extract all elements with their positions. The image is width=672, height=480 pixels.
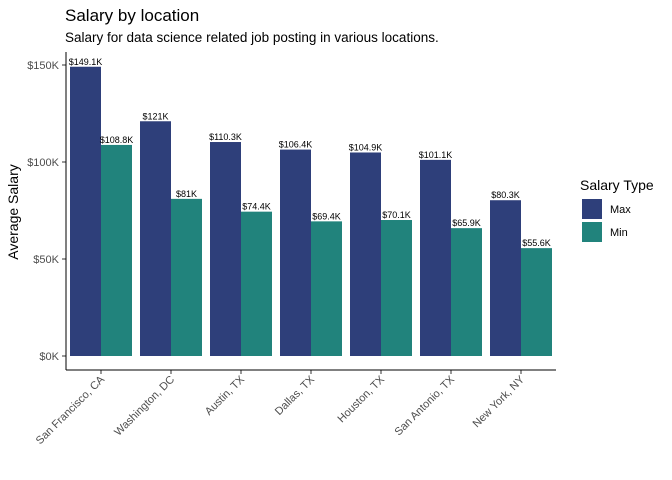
data-label-min-5: $65.9K	[452, 218, 481, 228]
y-axis-title: Average Salary	[5, 164, 21, 259]
bar-min-0	[101, 144, 132, 356]
data-labels-layer: $149.1K $108.8K $121K $81K $110.3K $74.4K $106…	[69, 57, 551, 248]
x-tick-label-4: Houston, TX	[336, 373, 388, 425]
bar-min-4	[381, 220, 412, 356]
bars-layer	[70, 66, 552, 356]
y-tick-label-0: $0K	[39, 351, 59, 363]
data-label-min-4: $70.1K	[382, 210, 411, 220]
y-tick-label-2: $100K	[27, 157, 59, 169]
bar-min-5	[451, 228, 482, 356]
x-tick-label-6: New York, NY	[471, 373, 528, 430]
y-tick-label-1: $50K	[33, 254, 59, 266]
legend-label-max: Max	[610, 204, 631, 216]
data-label-max-1: $121K	[142, 111, 168, 121]
x-tick-label-2: Austin, TX	[203, 373, 248, 418]
data-label-min-3: $69.4K	[312, 211, 341, 221]
data-label-max-2: $110.3K	[209, 132, 242, 142]
bar-max-5	[420, 159, 451, 356]
bar-min-6	[521, 248, 552, 356]
x-axis: San Francisco, CA Washington, DC Austin, T…	[34, 369, 556, 447]
x-tick-label-3: Dallas, TX	[273, 373, 318, 418]
bar-max-4	[350, 152, 381, 356]
data-label-min-1: $81K	[176, 189, 197, 199]
data-label-max-5: $101.1K	[419, 150, 453, 160]
bar-max-3	[280, 149, 311, 356]
plot-area: $149.1K $108.8K $121K $81K $110.3K $74.4K $106…	[27, 52, 556, 447]
legend-key-min	[582, 222, 602, 242]
legend: Salary Type Max Min	[580, 177, 654, 242]
x-tick-label-1: Washington, DC	[112, 374, 177, 439]
legend-key-max	[582, 199, 602, 219]
x-tick-label-0: San Francisco, CA	[34, 373, 108, 447]
data-label-min-2: $74.4K	[242, 202, 271, 212]
y-tick-label-3: $150K	[27, 60, 59, 72]
legend-title: Salary Type	[580, 177, 654, 193]
legend-items: Max Min	[582, 199, 631, 242]
data-label-max-0: $149.1K	[69, 57, 103, 67]
chart-subtitle: Salary for data science related job post…	[65, 30, 439, 45]
data-label-min-6: $55.6K	[522, 238, 551, 248]
bar-max-1	[140, 121, 171, 356]
data-label-max-3: $106.4K	[279, 140, 313, 150]
x-tick-label-5: San Antonio, TX	[393, 373, 458, 438]
data-label-max-4: $104.9K	[349, 142, 383, 152]
bar-max-6	[490, 200, 521, 356]
data-label-max-6: $80.3K	[491, 190, 520, 200]
bar-min-1	[171, 198, 202, 356]
chart-title: Salary by location	[65, 6, 199, 25]
legend-label-min: Min	[610, 227, 628, 239]
bar-max-0	[70, 66, 101, 356]
bar-min-2	[241, 211, 272, 356]
y-axis: $0K $50K $100K $150K	[27, 52, 67, 370]
bar-max-2	[210, 142, 241, 356]
data-label-min-0: $108.8K	[100, 135, 134, 145]
bar-min-3	[311, 221, 342, 356]
